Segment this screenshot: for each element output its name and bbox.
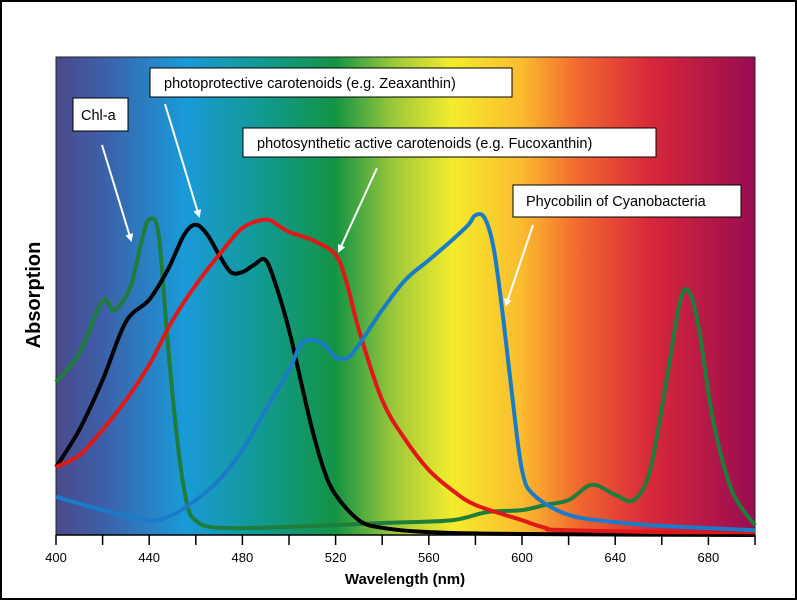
series-line-2 <box>55 217 756 536</box>
arrow <box>101 144 134 242</box>
x-axis-label: Wavelength (nm) <box>345 571 465 588</box>
x-tick-label: 440 <box>138 550 160 565</box>
arrow <box>337 167 378 253</box>
x-tick-label: 560 <box>418 550 440 565</box>
annotation-label: Phycobilin of Cyanobacteria <box>526 194 707 210</box>
x-tick-label: 600 <box>511 550 533 565</box>
x-tick-label: 640 <box>604 550 626 565</box>
series-line-3 <box>55 212 756 533</box>
annotation-photosynthetic: photosynthetic active carotenoids (e.g. … <box>242 127 657 253</box>
arrow <box>504 224 534 307</box>
annotation-chl-a: Chl-a <box>72 97 134 242</box>
series-line-0 <box>54 216 757 531</box>
x-axis-ticks: 400 440 480 520 560 600 640 680 <box>45 535 756 565</box>
annotations-layer: Chl-a photoprotective carotenoids (e.g. … <box>72 67 742 307</box>
annotation-label: Chl-a <box>81 108 117 124</box>
annotation-label: photosynthetic active carotenoids (e.g. … <box>257 136 592 152</box>
x-tick-label: 480 <box>232 550 254 565</box>
x-tick-label: 400 <box>45 550 67 565</box>
series-line-1 <box>54 222 756 537</box>
x-tick-label: 680 <box>698 550 720 565</box>
x-tick-label: 520 <box>325 550 347 565</box>
y-axis-label: Absorption <box>23 242 45 349</box>
annotation-phycobilin: Phycobilin of Cyanobacteria <box>504 184 742 307</box>
arrow <box>164 103 202 218</box>
annotation-label: photoprotective carotenoids (e.g. Zeaxan… <box>164 76 456 92</box>
series-layer <box>54 212 757 537</box>
annotation-photoprotective: photoprotective carotenoids (e.g. Zeaxan… <box>149 67 513 218</box>
